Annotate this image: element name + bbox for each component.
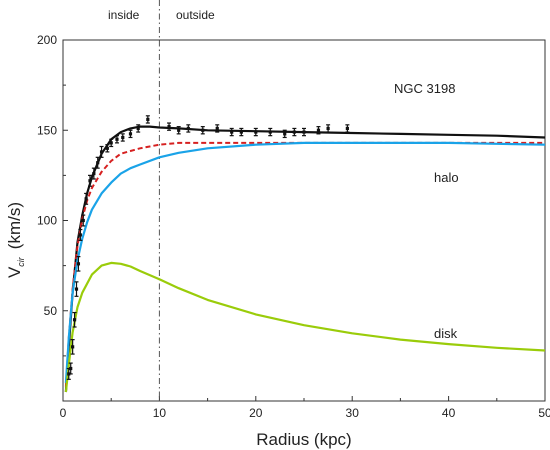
svg-text:Vcir(km/s): Vcir (km/s)	[5, 202, 26, 278]
data-point	[229, 127, 234, 137]
data-point	[72, 311, 77, 328]
x-tick-label: 40	[442, 406, 456, 420]
axis-ticks: 0 10 20 30 40 50 50 100 150 200	[37, 0, 550, 420]
y-axis-title: Vcir (km/s)	[5, 202, 26, 278]
series-halo_total-line	[64, 141, 545, 387]
y-axis-unit: (km/s)	[5, 202, 24, 249]
y-axis-symbol: V	[5, 266, 24, 278]
y-tick-label: 50	[44, 304, 58, 318]
y-tick-label: 150	[37, 123, 57, 137]
halo-label: halo	[434, 170, 459, 185]
data-point	[268, 127, 273, 137]
data-point	[87, 174, 92, 187]
data-point	[70, 339, 75, 355]
x-tick-label: 20	[249, 406, 263, 420]
data-point	[302, 127, 306, 137]
x-axis-title: Radius (kpc)	[256, 430, 351, 449]
data-point	[186, 124, 191, 133]
data-point	[68, 362, 73, 375]
series-layer	[64, 125, 546, 393]
disk-label: disk	[434, 326, 458, 341]
y-tick-label: 200	[37, 33, 57, 47]
galaxy-name-label: NGC 3198	[394, 81, 455, 96]
data-point	[128, 129, 133, 139]
data-point	[345, 124, 350, 133]
data-point	[326, 124, 331, 133]
data-point	[282, 129, 287, 139]
data-point	[74, 281, 79, 297]
data-point	[253, 127, 258, 137]
data-point	[120, 133, 125, 142]
series-disk-line	[64, 261, 546, 393]
data-point	[114, 135, 119, 144]
data-point	[105, 144, 110, 153]
series-halo-line	[64, 141, 546, 383]
data-point	[239, 127, 244, 137]
data-point	[84, 192, 89, 205]
data-point	[176, 126, 181, 135]
observed-points	[66, 115, 350, 380]
x-tick-label: 0	[60, 406, 67, 420]
y-axis-subscript: cir	[16, 256, 26, 266]
data-point	[81, 214, 86, 227]
data-point	[76, 256, 81, 272]
data-point	[292, 127, 297, 137]
y-tick-label: 100	[37, 214, 57, 228]
region-label-inside: inside	[108, 8, 140, 22]
data-point	[215, 124, 220, 133]
data-point	[99, 145, 104, 158]
data-point	[145, 115, 150, 124]
data-point	[109, 138, 114, 148]
data-point	[91, 167, 96, 180]
data-point	[136, 124, 141, 133]
data-point	[200, 126, 205, 135]
x-tick-label: 30	[346, 406, 360, 420]
x-tick-label: 10	[153, 406, 167, 420]
data-point	[316, 126, 321, 135]
data-point	[167, 122, 172, 131]
region-label-outside: outside	[176, 8, 215, 22]
x-tick-label: 50	[538, 406, 550, 420]
data-point	[78, 228, 83, 241]
data-point	[95, 156, 100, 169]
